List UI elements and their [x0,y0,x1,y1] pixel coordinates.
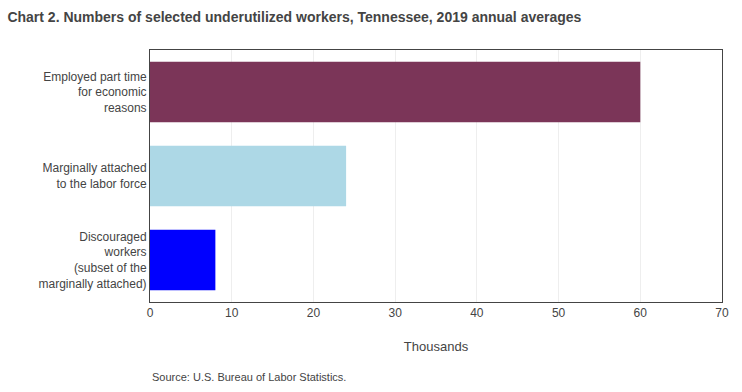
svg-text:30: 30 [388,306,402,320]
svg-text:Marginally attachedto the labo: Marginally attachedto the labor force [43,161,147,191]
svg-text:60: 60 [634,306,648,320]
svg-text:Source: U.S. Bureau of Labor S: Source: U.S. Bureau of Labor Statistics. [152,371,346,383]
svg-text:70: 70 [715,306,729,320]
svg-text:50: 50 [552,306,566,320]
svg-text:Thousands: Thousands [404,339,469,354]
svg-text:Chart 2. Numbers of selected u: Chart 2. Numbers of selected underutiliz… [7,9,581,25]
svg-text:10: 10 [225,306,239,320]
svg-text:40: 40 [470,306,484,320]
svg-text:Discouragedworkers(subset of t: Discouragedworkers(subset of themarginal… [39,230,147,291]
svg-text:Employed part timefor economic: Employed part timefor economicreasons [43,70,147,115]
svg-text:20: 20 [307,306,321,320]
svg-text:0: 0 [147,306,154,320]
